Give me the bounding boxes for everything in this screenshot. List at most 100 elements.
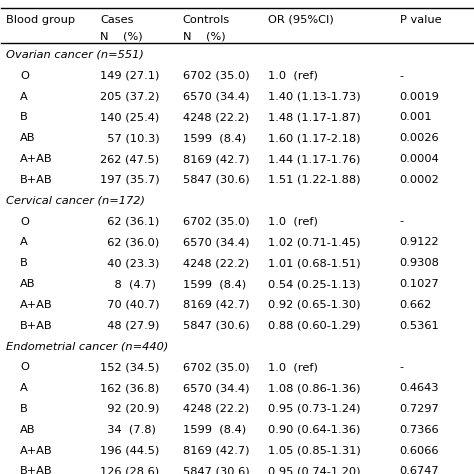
Text: 6702 (35.0): 6702 (35.0)	[183, 362, 249, 373]
Text: 1.08 (0.86-1.36): 1.08 (0.86-1.36)	[268, 383, 360, 393]
Text: B: B	[20, 258, 28, 268]
Text: 5847 (30.6): 5847 (30.6)	[183, 466, 249, 474]
Text: 0.6066: 0.6066	[400, 446, 439, 456]
Text: A: A	[20, 91, 28, 101]
Text: 1.02 (0.71-1.45): 1.02 (0.71-1.45)	[268, 237, 360, 247]
Text: 48 (27.9): 48 (27.9)	[100, 321, 160, 331]
Text: B: B	[20, 112, 28, 122]
Text: 5847 (30.6): 5847 (30.6)	[183, 321, 249, 331]
Text: 6570 (34.4): 6570 (34.4)	[183, 237, 249, 247]
Text: 0.7366: 0.7366	[400, 425, 439, 435]
Text: 140 (25.4): 140 (25.4)	[100, 112, 160, 122]
Text: 0.9122: 0.9122	[400, 237, 439, 247]
Text: 0.90 (0.64-1.36): 0.90 (0.64-1.36)	[268, 425, 360, 435]
Text: 0.5361: 0.5361	[400, 321, 439, 331]
Text: 152 (34.5): 152 (34.5)	[100, 362, 160, 373]
Text: 5847 (30.6): 5847 (30.6)	[183, 175, 249, 185]
Text: 0.0002: 0.0002	[400, 175, 439, 185]
Text: 8169 (42.7): 8169 (42.7)	[183, 300, 249, 310]
Text: O: O	[20, 362, 29, 373]
Text: B+AB: B+AB	[20, 175, 53, 185]
Text: 0.001: 0.001	[400, 112, 432, 122]
Text: -: -	[400, 217, 404, 227]
Text: 4248 (22.2): 4248 (22.2)	[183, 258, 249, 268]
Text: N    (%): N (%)	[183, 32, 226, 42]
Text: 1.01 (0.68-1.51): 1.01 (0.68-1.51)	[268, 258, 360, 268]
Text: 1.51 (1.22-1.88): 1.51 (1.22-1.88)	[268, 175, 360, 185]
Text: 4248 (22.2): 4248 (22.2)	[183, 112, 249, 122]
Text: 8  (4.7): 8 (4.7)	[100, 279, 156, 289]
Text: Cervical cancer (n=172): Cervical cancer (n=172)	[6, 196, 145, 206]
Text: 1599  (8.4): 1599 (8.4)	[183, 279, 246, 289]
Text: 0.0019: 0.0019	[400, 91, 439, 101]
Text: A+AB: A+AB	[20, 446, 53, 456]
Text: O: O	[20, 71, 29, 81]
Text: 70 (40.7): 70 (40.7)	[100, 300, 160, 310]
Text: 0.95 (0.73-1.24): 0.95 (0.73-1.24)	[268, 404, 360, 414]
Text: 1599  (8.4): 1599 (8.4)	[183, 133, 246, 143]
Text: O: O	[20, 217, 29, 227]
Text: Controls: Controls	[183, 15, 230, 25]
Text: N    (%): N (%)	[100, 32, 143, 42]
Text: 1.40 (1.13-1.73): 1.40 (1.13-1.73)	[268, 91, 360, 101]
Text: A: A	[20, 383, 28, 393]
Text: 126 (28.6): 126 (28.6)	[100, 466, 159, 474]
Text: Endometrial cancer (n=440): Endometrial cancer (n=440)	[6, 341, 168, 352]
Text: 40 (23.3): 40 (23.3)	[100, 258, 160, 268]
Text: 0.662: 0.662	[400, 300, 432, 310]
Text: 6570 (34.4): 6570 (34.4)	[183, 91, 249, 101]
Text: OR (95%CI): OR (95%CI)	[268, 15, 333, 25]
Text: B+AB: B+AB	[20, 321, 53, 331]
Text: 197 (35.7): 197 (35.7)	[100, 175, 160, 185]
Text: 6570 (34.4): 6570 (34.4)	[183, 383, 249, 393]
Text: 1599  (8.4): 1599 (8.4)	[183, 425, 246, 435]
Text: B: B	[20, 404, 28, 414]
Text: B+AB: B+AB	[20, 466, 53, 474]
Text: AB: AB	[20, 279, 36, 289]
Text: 57 (10.3): 57 (10.3)	[100, 133, 160, 143]
Text: 8169 (42.7): 8169 (42.7)	[183, 154, 249, 164]
Text: 149 (27.1): 149 (27.1)	[100, 71, 160, 81]
Text: 92 (20.9): 92 (20.9)	[100, 404, 160, 414]
Text: Ovarian cancer (n=551): Ovarian cancer (n=551)	[6, 50, 144, 60]
Text: -: -	[400, 71, 404, 81]
Text: 0.7297: 0.7297	[400, 404, 439, 414]
Text: 62 (36.1): 62 (36.1)	[100, 217, 160, 227]
Text: A+AB: A+AB	[20, 154, 53, 164]
Text: 0.6747: 0.6747	[400, 466, 439, 474]
Text: 205 (37.2): 205 (37.2)	[100, 91, 160, 101]
Text: 0.9308: 0.9308	[400, 258, 439, 268]
Text: 6702 (35.0): 6702 (35.0)	[183, 71, 249, 81]
Text: 1.05 (0.85-1.31): 1.05 (0.85-1.31)	[268, 446, 360, 456]
Text: A: A	[20, 237, 28, 247]
Text: 0.92 (0.65-1.30): 0.92 (0.65-1.30)	[268, 300, 360, 310]
Text: 0.88 (0.60-1.29): 0.88 (0.60-1.29)	[268, 321, 360, 331]
Text: 0.0026: 0.0026	[400, 133, 439, 143]
Text: 196 (44.5): 196 (44.5)	[100, 446, 160, 456]
Text: AB: AB	[20, 425, 36, 435]
Text: 1.0  (ref): 1.0 (ref)	[268, 217, 318, 227]
Text: 1.44 (1.17-1.76): 1.44 (1.17-1.76)	[268, 154, 360, 164]
Text: 262 (47.5): 262 (47.5)	[100, 154, 159, 164]
Text: 8169 (42.7): 8169 (42.7)	[183, 446, 249, 456]
Text: AB: AB	[20, 133, 36, 143]
Text: A+AB: A+AB	[20, 300, 53, 310]
Text: Cases: Cases	[100, 15, 134, 25]
Text: 1.0  (ref): 1.0 (ref)	[268, 71, 318, 81]
Text: 1.60 (1.17-2.18): 1.60 (1.17-2.18)	[268, 133, 360, 143]
Text: 0.4643: 0.4643	[400, 383, 439, 393]
Text: -: -	[400, 362, 404, 373]
Text: 62 (36.0): 62 (36.0)	[100, 237, 160, 247]
Text: 1.48 (1.17-1.87): 1.48 (1.17-1.87)	[268, 112, 360, 122]
Text: 6702 (35.0): 6702 (35.0)	[183, 217, 249, 227]
Text: 34  (7.8): 34 (7.8)	[100, 425, 156, 435]
Text: 4248 (22.2): 4248 (22.2)	[183, 404, 249, 414]
Text: 162 (36.8): 162 (36.8)	[100, 383, 160, 393]
Text: 0.54 (0.25-1.13): 0.54 (0.25-1.13)	[268, 279, 360, 289]
Text: 0.1027: 0.1027	[400, 279, 439, 289]
Text: Blood group: Blood group	[6, 15, 75, 25]
Text: P value: P value	[400, 15, 441, 25]
Text: 1.0  (ref): 1.0 (ref)	[268, 362, 318, 373]
Text: 0.95 (0.74-1.20): 0.95 (0.74-1.20)	[268, 466, 360, 474]
Text: 0.0004: 0.0004	[400, 154, 439, 164]
